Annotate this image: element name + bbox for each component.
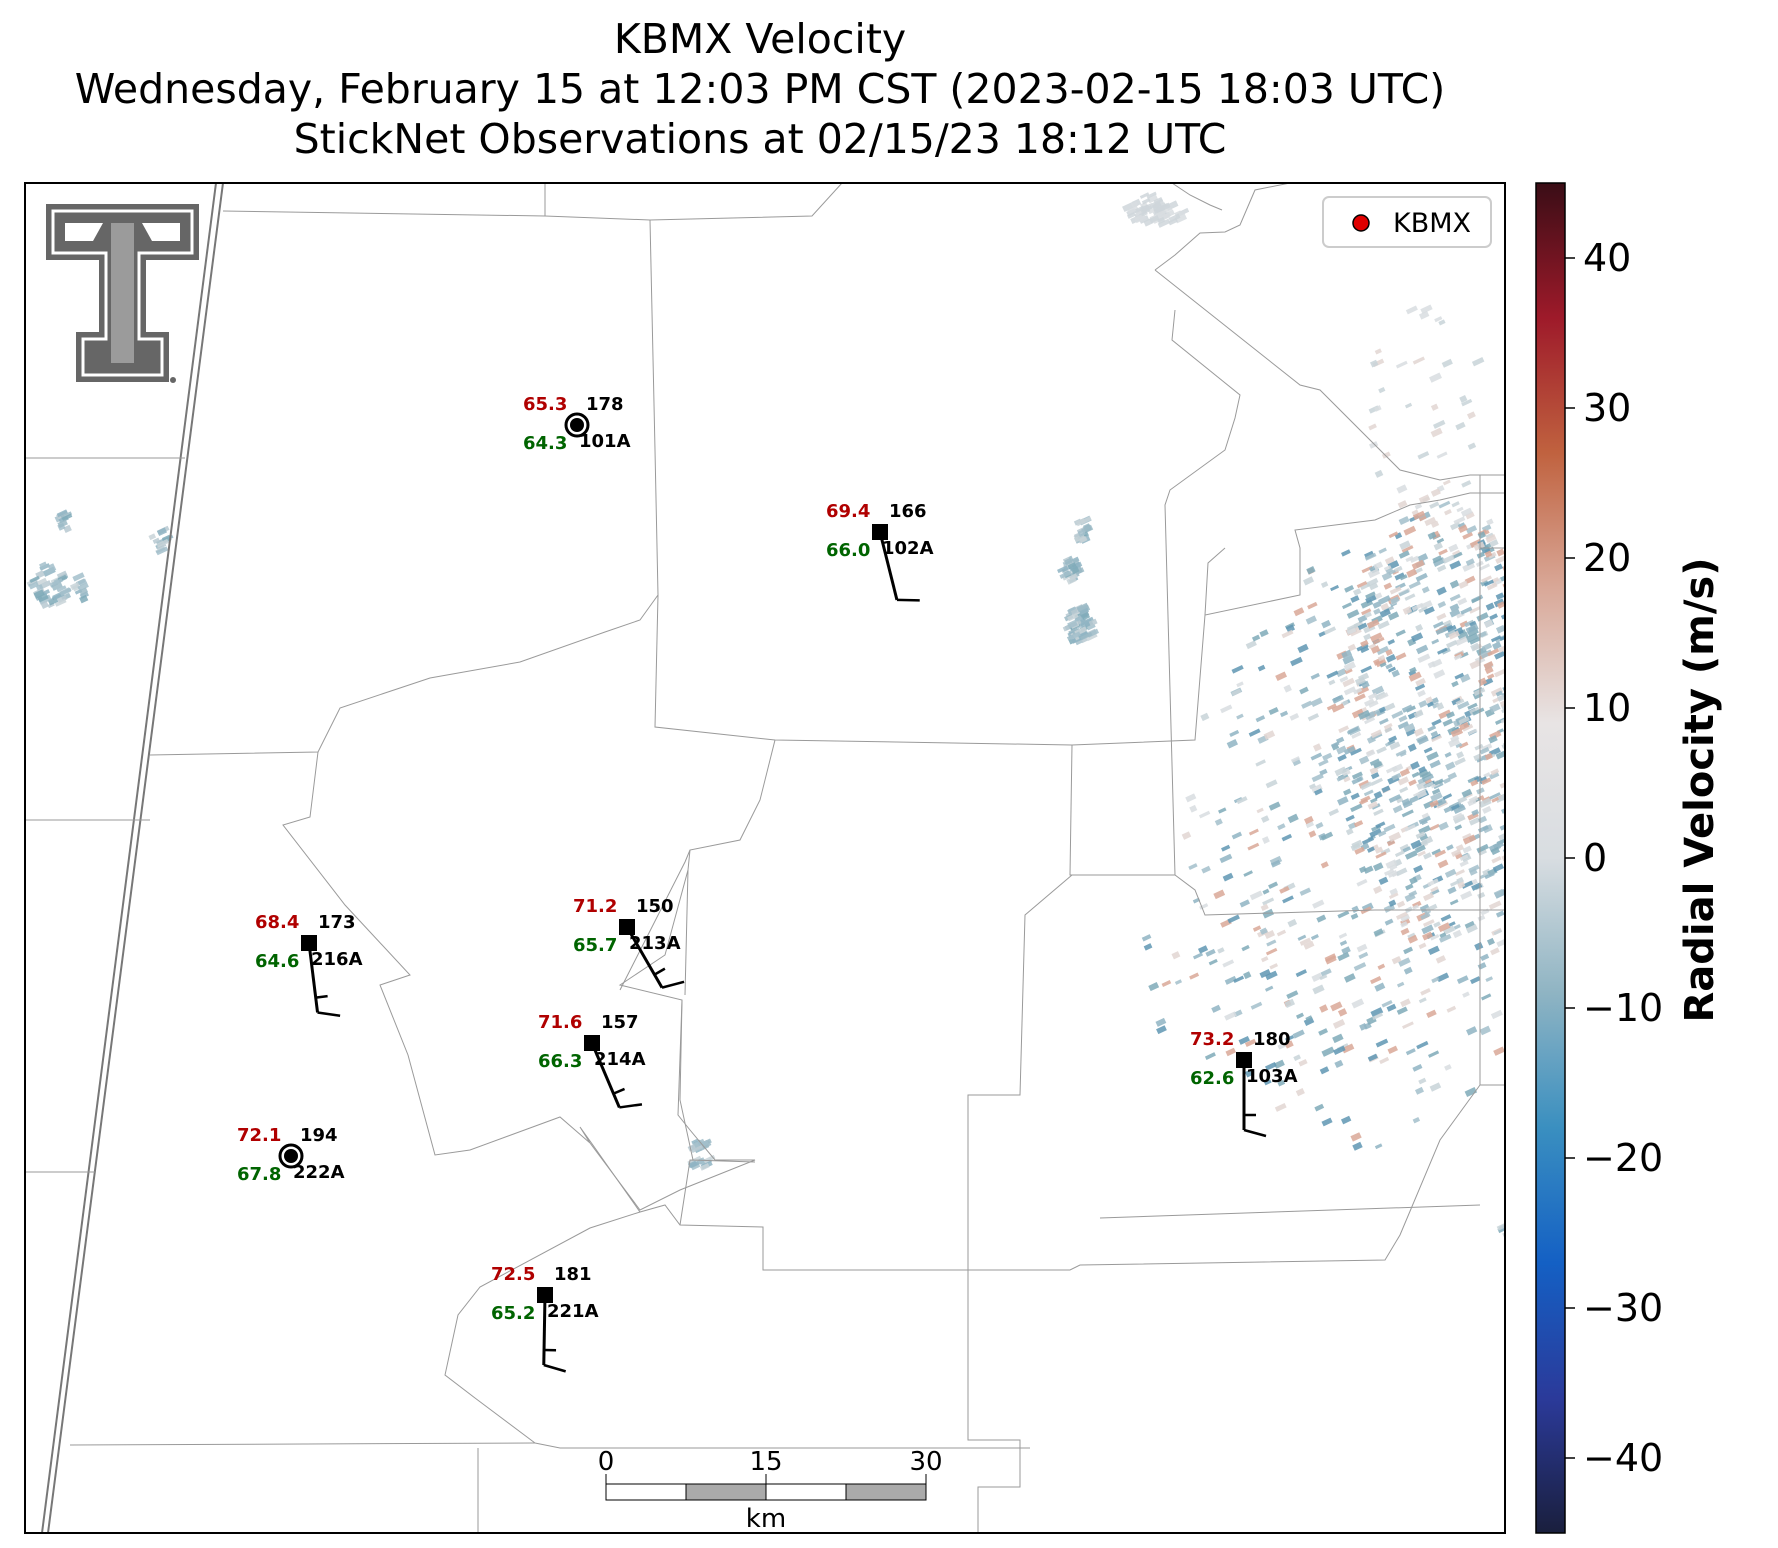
- station-wind-direction: 194: [300, 1125, 338, 1146]
- station-dewpoint: 65.2: [491, 1303, 535, 1324]
- station-marker-icon: [584, 1035, 600, 1051]
- colorbar-label: Radial Velocity (m/s): [1677, 557, 1723, 1023]
- colorbar-gradient: [1535, 182, 1566, 1534]
- station-wind-direction: 181: [554, 1264, 592, 1285]
- station-temperature: 68.4: [255, 912, 299, 933]
- station-wind-direction: 150: [636, 896, 674, 917]
- station-dewpoint: 64.6: [255, 951, 299, 972]
- legend: KBMX: [1322, 196, 1492, 248]
- station-214A[interactable]: 71.6 157 66.3 214A: [538, 1012, 646, 1109]
- texas-tech-logo-icon: [44, 202, 201, 384]
- station-wind-direction: 166: [889, 501, 927, 522]
- station-temperature: 71.6: [538, 1012, 582, 1033]
- scale-tick-15: 15: [749, 1447, 782, 1477]
- station-id: 213A: [629, 933, 681, 954]
- station-216A[interactable]: 68.4 173 64.6 216A: [255, 912, 363, 1017]
- station-dewpoint: 64.3: [523, 433, 567, 454]
- station-222A[interactable]: 72.1 194 67.8 222A: [237, 1125, 345, 1185]
- map-title: KBMX Velocity: [613, 15, 907, 63]
- station-103A[interactable]: 73.2 180 62.6 103A: [1190, 1029, 1298, 1138]
- station-id: 222A: [293, 1162, 345, 1183]
- station-marker-icon: [1236, 1052, 1252, 1068]
- scale-tick-30: 30: [909, 1447, 942, 1477]
- station-dewpoint: 65.7: [573, 935, 617, 956]
- station-temperature: 72.5: [491, 1264, 535, 1285]
- station-221A[interactable]: 72.5 181 65.2 221A: [491, 1264, 599, 1373]
- scale-bar: 0 15 30 km: [598, 1447, 943, 1534]
- colorbar-tick-label: 20: [1583, 536, 1631, 580]
- station-wind-direction: 178: [586, 394, 624, 415]
- state-boundary: [41, 183, 224, 1533]
- station-temperature: 73.2: [1190, 1029, 1234, 1050]
- station-wind-direction: 173: [318, 912, 356, 933]
- station-dewpoint: 62.6: [1190, 1068, 1234, 1089]
- legend-label: KBMX: [1393, 208, 1471, 239]
- station-101A[interactable]: 65.3 178 64.3 101A: [523, 394, 631, 454]
- station-marker-icon: [537, 1287, 553, 1303]
- station-id: 101A: [579, 431, 631, 452]
- legend-marker-icon: [1352, 214, 1370, 232]
- map-subtitle-datetime: Wednesday, February 15 at 12:03 PM CST (…: [74, 65, 1446, 113]
- colorbar-tick-label: 30: [1583, 386, 1631, 430]
- sticknet-stations: 65.3 178 64.3 101A 69.4 166 66.0 102A 68.4 173 64.…: [237, 394, 1298, 1373]
- station-id: 221A: [547, 1301, 599, 1322]
- station-temperature: 72.1: [237, 1125, 281, 1146]
- station-213A[interactable]: 71.2 150 65.7 213A: [573, 896, 685, 989]
- scale-tick-0: 0: [598, 1447, 615, 1477]
- station-temperature: 65.3: [523, 394, 567, 415]
- station-id: 102A: [882, 538, 934, 559]
- colorbar-tick-label: 10: [1583, 686, 1631, 730]
- map-layer: 0 15 30 km 65.3 178 64.3 101A 69.4 166 66.0 102…: [25, 183, 1505, 1534]
- map-subtitle-observations: StickNet Observations at 02/15/23 18:12 …: [293, 115, 1227, 163]
- station-id: 216A: [311, 949, 363, 970]
- calm-wind-icon: [564, 412, 590, 438]
- calm-wind-icon: [278, 1143, 304, 1169]
- colorbar-tick-label: 0: [1583, 836, 1607, 880]
- station-temperature: 69.4: [826, 501, 870, 522]
- station-dewpoint: 66.0: [826, 540, 870, 561]
- station-wind-direction: 157: [601, 1012, 639, 1033]
- station-marker-icon: [872, 524, 888, 540]
- station-102A[interactable]: 69.4 166 66.0 102A: [826, 501, 934, 602]
- station-dewpoint: 66.3: [538, 1051, 582, 1072]
- colorbar-tick-label: −40: [1583, 1436, 1663, 1480]
- colorbar-tick-label: −10: [1583, 986, 1663, 1030]
- station-id: 103A: [1246, 1066, 1298, 1087]
- county-boundaries: [25, 183, 1505, 1533]
- radar-echoes: [26, 191, 1505, 1239]
- scale-unit: km: [746, 1504, 786, 1534]
- colorbar-tick-label: 40: [1583, 236, 1631, 280]
- station-marker-icon: [619, 919, 635, 935]
- station-wind-direction: 180: [1253, 1029, 1291, 1050]
- map-frame: [24, 182, 1506, 1534]
- station-dewpoint: 67.8: [237, 1164, 281, 1185]
- station-temperature: 71.2: [573, 896, 617, 917]
- colorbar: 40 30 20 10 0 −10 −20 −30 −40: [1535, 182, 1663, 1534]
- colorbar-tick-label: −30: [1583, 1286, 1663, 1330]
- station-id: 214A: [594, 1049, 646, 1070]
- colorbar-tick-label: −20: [1583, 1136, 1663, 1180]
- station-marker-icon: [301, 935, 317, 951]
